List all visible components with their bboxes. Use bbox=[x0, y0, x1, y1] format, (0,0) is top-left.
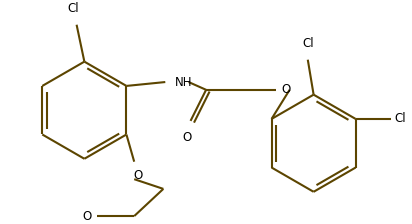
Text: Cl: Cl bbox=[302, 37, 314, 50]
Text: O: O bbox=[82, 210, 91, 223]
Text: O: O bbox=[182, 131, 191, 144]
Text: O: O bbox=[282, 83, 291, 96]
Text: Cl: Cl bbox=[67, 2, 79, 15]
Text: O: O bbox=[133, 170, 143, 183]
Text: NH: NH bbox=[175, 75, 192, 88]
Text: Cl: Cl bbox=[395, 112, 406, 125]
